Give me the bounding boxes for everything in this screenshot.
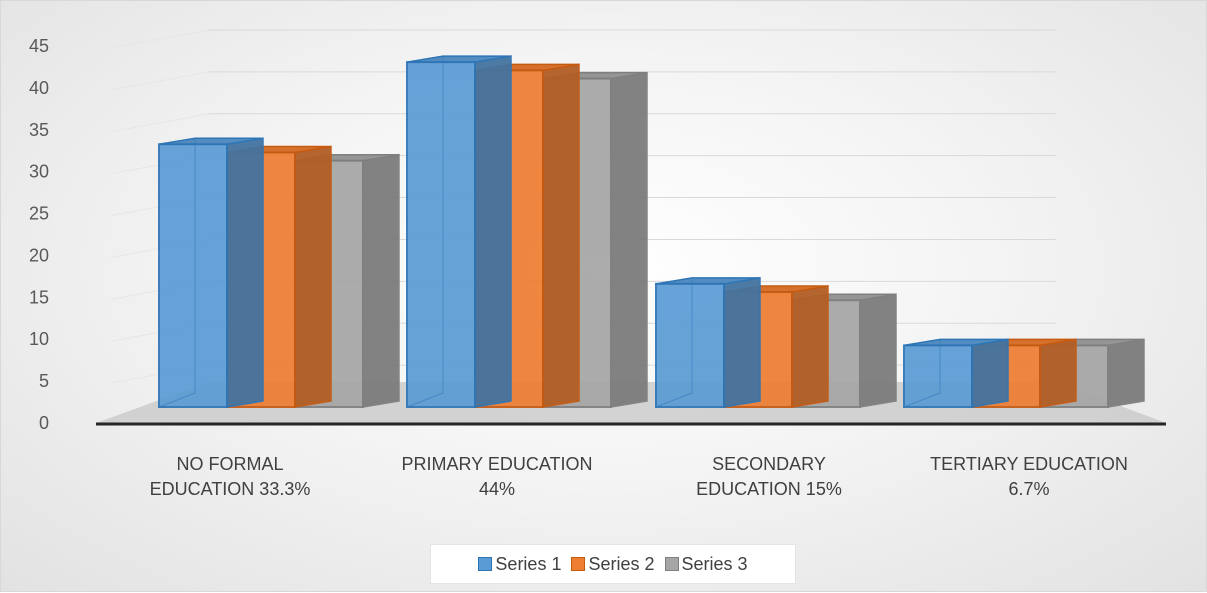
gridline-rail xyxy=(110,29,210,49)
bar-side-face xyxy=(1039,338,1077,408)
y-tick-label: 15 xyxy=(29,287,49,307)
bar-side-face xyxy=(723,276,761,408)
bar-1 xyxy=(406,55,512,409)
legend-label: Series 3 xyxy=(681,553,748,574)
y-tick-label: 5 xyxy=(39,371,49,391)
gridline-rail xyxy=(110,71,210,91)
x-category-label: TERTIARY EDUCATION 6.7% xyxy=(930,454,1128,499)
y-tick-label: 35 xyxy=(29,120,49,140)
bar-side-face xyxy=(1107,338,1145,408)
bar-inner-edge xyxy=(406,56,444,408)
legend-label: Series 1 xyxy=(495,553,562,574)
x-category-label: SECONDARY EDUCATION 15% xyxy=(696,454,842,499)
bar-front-face xyxy=(655,282,725,409)
y-tick-label: 30 xyxy=(29,162,49,182)
legend-item: Series 2 xyxy=(571,553,655,575)
x-category-label: NO FORMAL EDUCATION 33.3% xyxy=(150,454,311,499)
bar-front-face xyxy=(903,344,973,409)
legend: Series 1 Series 2 Series 3 xyxy=(430,544,796,584)
bar-side-face xyxy=(226,137,264,408)
bar-inner-edge xyxy=(655,277,693,408)
y-tick-label: 40 xyxy=(29,78,49,98)
legend-item: Series 1 xyxy=(478,554,561,575)
bar-side-face xyxy=(294,145,332,408)
bar-side-face xyxy=(859,293,897,408)
bar-side-face xyxy=(971,338,1009,408)
y-tick-label: 10 xyxy=(29,329,49,349)
legend-label: Series 2 xyxy=(588,553,655,574)
gridline-rail xyxy=(110,113,210,133)
bar-side-face xyxy=(791,285,829,408)
bar-front-face xyxy=(158,143,228,408)
y-tick-label: 20 xyxy=(29,245,49,265)
bar-1 xyxy=(903,338,1009,409)
bar-side-face xyxy=(542,63,580,408)
bar-1 xyxy=(158,137,264,408)
y-tick-label: 25 xyxy=(29,204,49,224)
legend-item: Series 3 xyxy=(664,553,748,575)
bar-side-face xyxy=(610,71,648,408)
bar-1 xyxy=(655,276,761,409)
bar-side-face xyxy=(362,153,400,408)
y-tick-label: 45 xyxy=(29,36,49,56)
bar-side-face xyxy=(474,55,512,408)
bar-front-face xyxy=(406,61,476,409)
legend-swatch xyxy=(478,557,493,571)
legend-swatch xyxy=(664,557,679,571)
x-category-label: PRIMARY EDUCATION 44% xyxy=(401,454,592,499)
bar-inner-edge xyxy=(158,138,196,408)
y-tick-label: 0 xyxy=(39,413,49,433)
bar-inner-edge xyxy=(903,339,941,408)
legend-swatch xyxy=(571,557,586,571)
